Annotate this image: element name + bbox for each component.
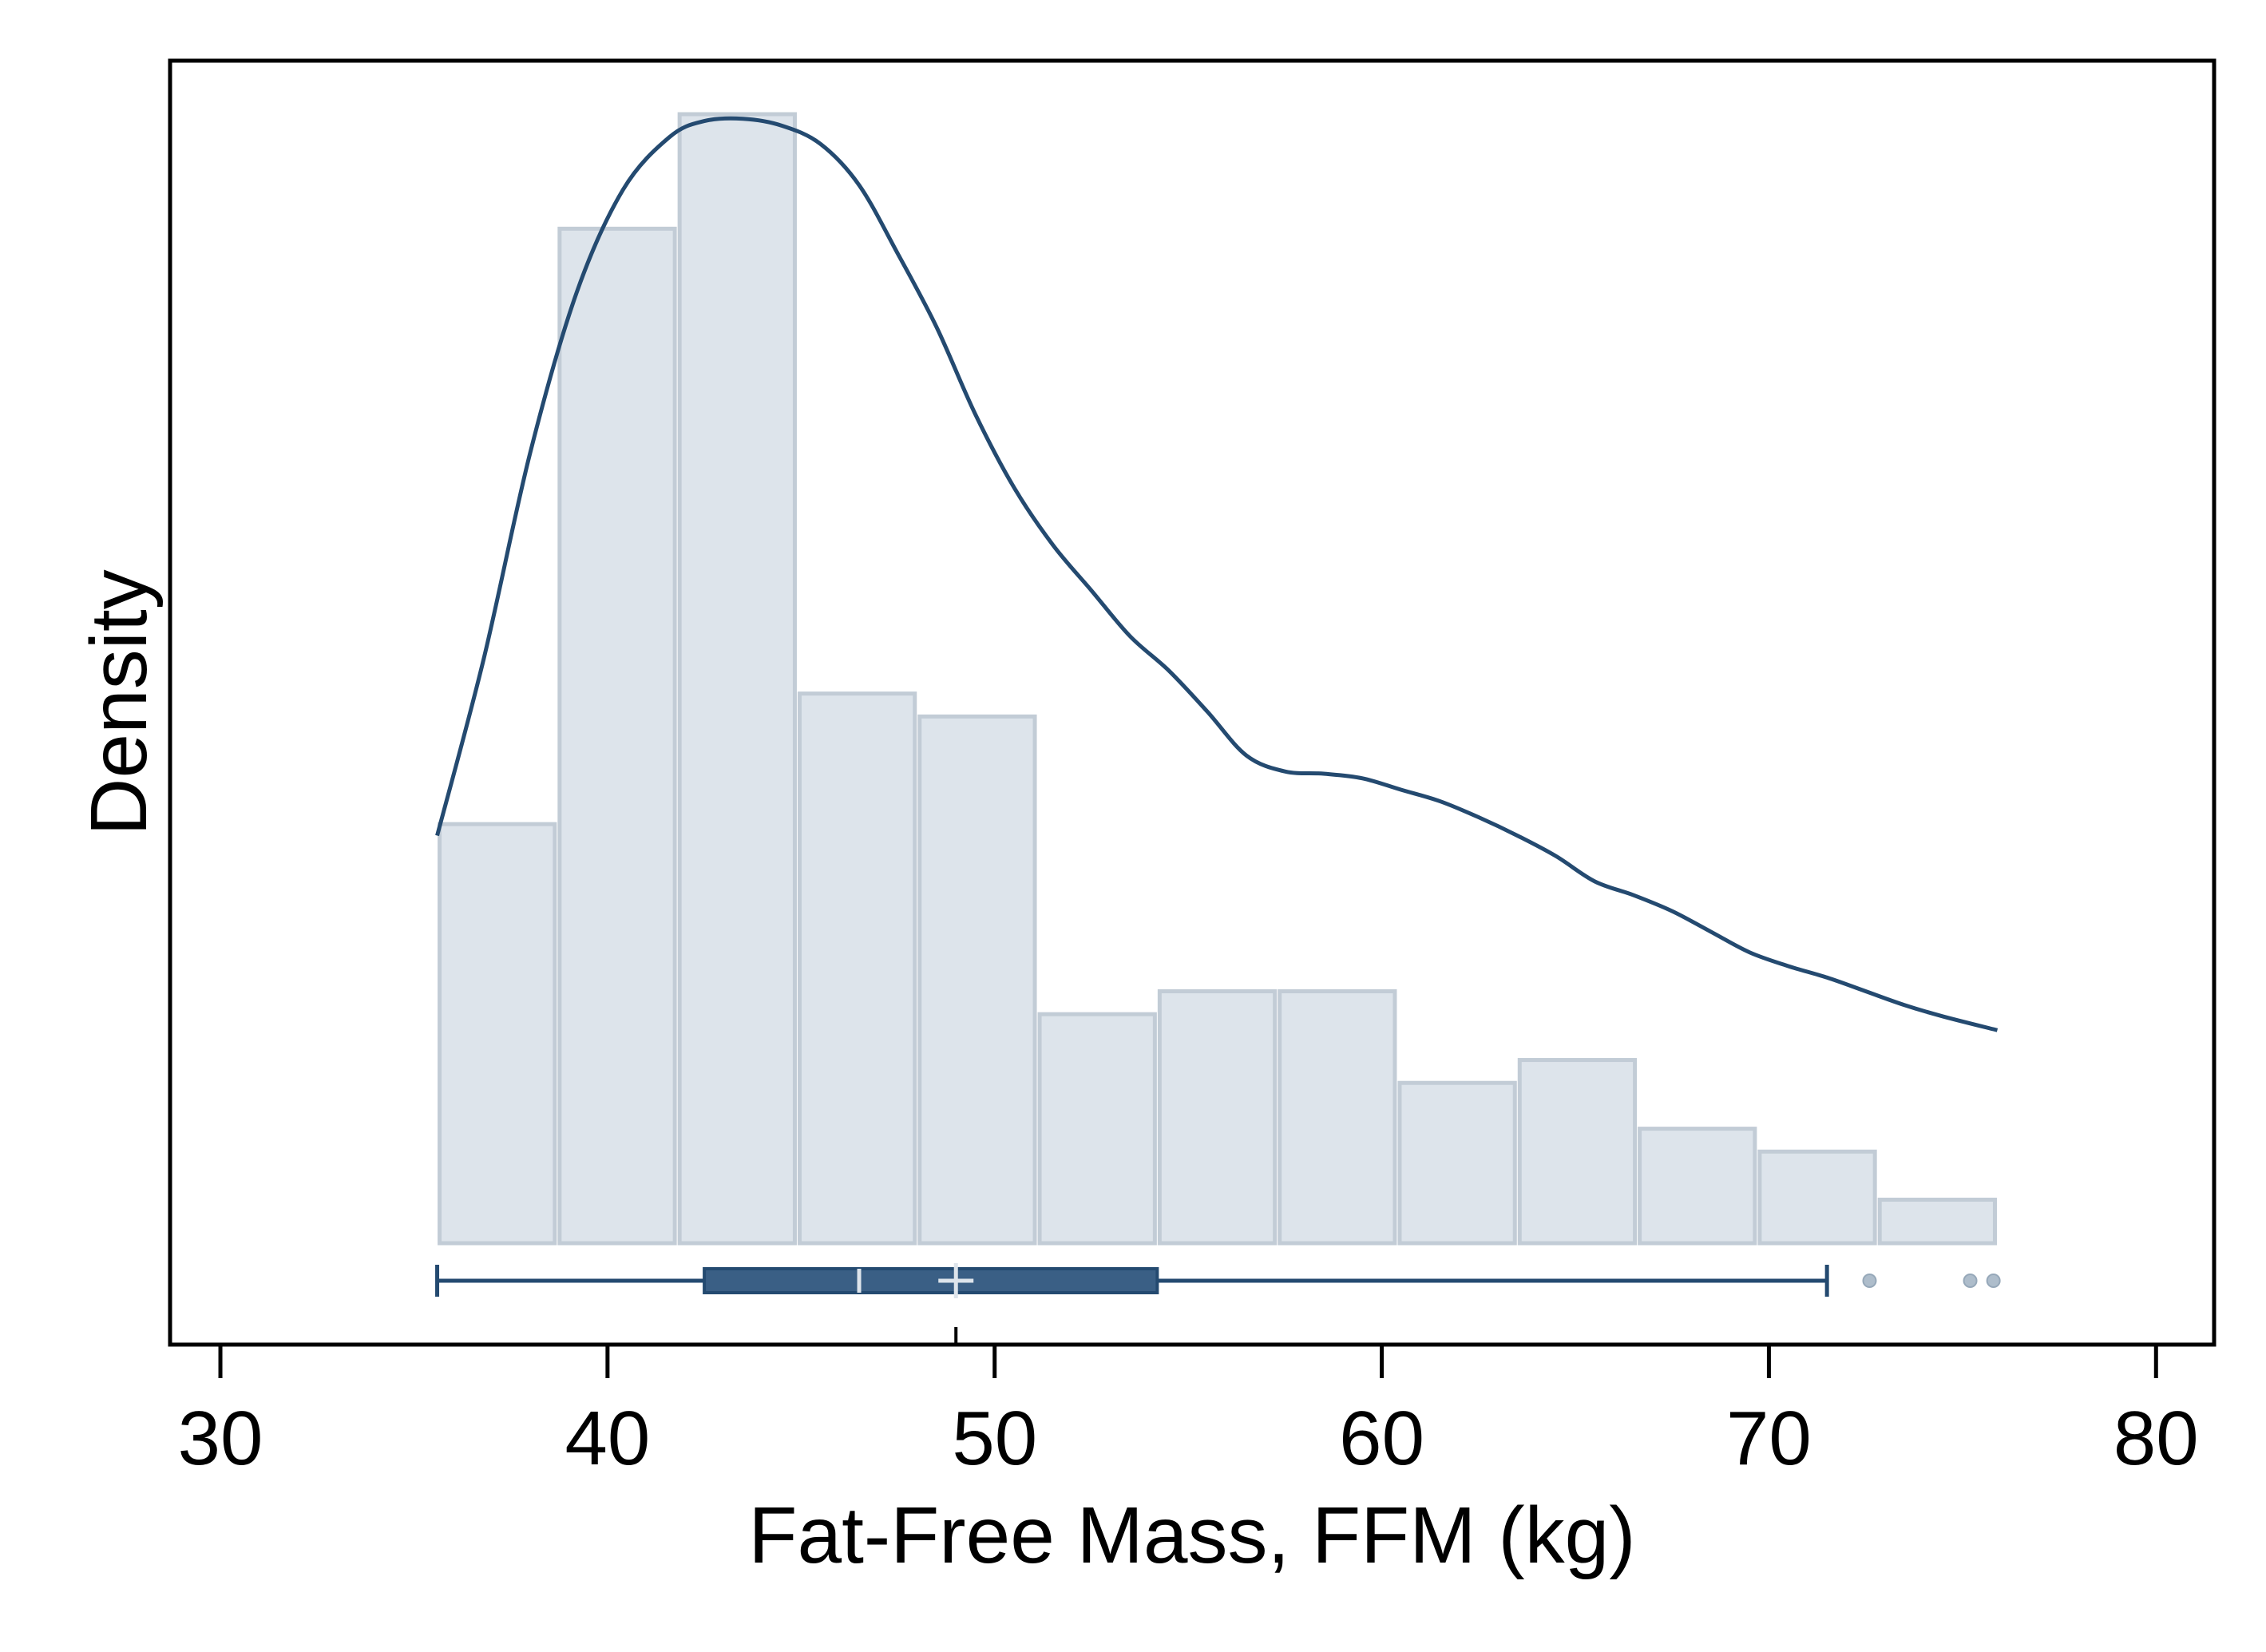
x-tick-label: 80 (2113, 1396, 2199, 1481)
boxplot-outlier (1862, 1274, 1877, 1288)
x-tick-label: 50 (952, 1396, 1037, 1481)
histogram-bar (1157, 989, 1278, 1246)
x-tick-label: 70 (1726, 1396, 1812, 1481)
histogram-bar (677, 112, 797, 1246)
boxplot-outlier (1963, 1274, 1978, 1288)
boxplot-box (703, 1267, 1159, 1294)
y-axis-label: Density (74, 569, 164, 835)
histogram-bar (1877, 1198, 1997, 1246)
x-axis-ticks: 30 40 50 60 70 80 (178, 1327, 2199, 1481)
histogram-bar (1037, 1012, 1157, 1246)
boxplot-outlier (1986, 1274, 2001, 1288)
histogram-bar (1397, 1080, 1517, 1246)
histogram-bars (438, 112, 1997, 1246)
histogram-bar (1638, 1127, 1757, 1246)
x-tick-label: 60 (1339, 1396, 1424, 1481)
histogram-bar (1517, 1058, 1638, 1246)
density-curve (435, 116, 1999, 1032)
x-tick-label: 40 (565, 1396, 650, 1481)
histogram-bar (917, 714, 1037, 1246)
x-tick-label: 30 (178, 1396, 263, 1481)
density-curve-layer (435, 116, 1999, 1032)
histogram-bar (1757, 1149, 1877, 1246)
histogram-bar (1278, 989, 1397, 1246)
histogram-bar (557, 226, 677, 1246)
boxplot-layer (435, 1263, 2001, 1298)
x-axis-label: Fat-Free Mass, FFM (kg) (748, 1491, 1635, 1580)
histogram-bar (438, 822, 557, 1246)
histogram-bar (797, 691, 917, 1246)
